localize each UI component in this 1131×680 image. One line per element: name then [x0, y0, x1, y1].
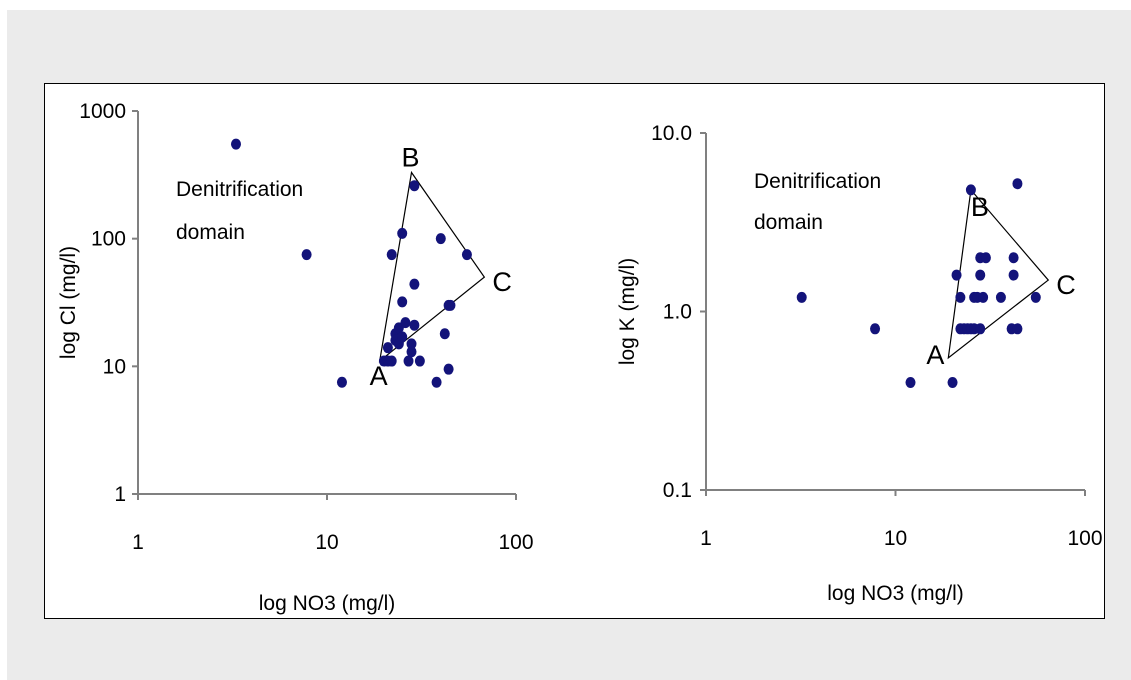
data-point	[995, 291, 1006, 303]
data-point	[406, 338, 417, 350]
data-point	[905, 377, 916, 389]
vertex-label-c: C	[492, 267, 512, 297]
data-point	[1008, 252, 1019, 264]
data-point	[406, 346, 417, 358]
data-point	[397, 227, 408, 239]
x-tick-label: 10	[884, 527, 907, 550]
x-axis-label: log NO3 (mg/l)	[827, 582, 964, 605]
data-point	[386, 355, 397, 367]
data-point	[397, 331, 408, 343]
annotation-text: Denitrification	[754, 170, 881, 193]
annotation-text: domain	[754, 211, 823, 234]
data-point	[947, 377, 958, 389]
vertex-label-a: A	[370, 361, 388, 391]
data-point	[1012, 323, 1023, 335]
data-point	[975, 323, 986, 335]
vertex-label-b: B	[971, 192, 989, 222]
data-point	[445, 299, 456, 311]
data-point	[382, 342, 393, 354]
domain-triangle	[378, 170, 486, 363]
data-point	[870, 323, 881, 335]
data-point	[1012, 178, 1023, 190]
data-point	[301, 249, 312, 261]
figure-frame	[44, 83, 1105, 619]
data-point	[397, 296, 408, 308]
data-point	[409, 180, 420, 192]
y-axis-label: log K (mg/l)	[616, 258, 639, 365]
data-point	[414, 355, 425, 367]
chart-1: 1 10 100 1 10 100 1000 log NO3 (mg/l) log Cl (mg…	[57, 100, 534, 615]
data-point	[975, 269, 986, 281]
data-point	[409, 319, 420, 331]
y-tick-label: 1.0	[663, 301, 692, 324]
x-tick-label: 1	[132, 531, 144, 554]
y-tick-label: 0.1	[663, 479, 692, 502]
data-point	[435, 233, 446, 245]
data-point	[1008, 269, 1019, 281]
y-axis-label: log Cl (mg/l)	[57, 246, 80, 359]
data-point	[409, 278, 420, 290]
vertex-label-c: C	[1056, 270, 1076, 300]
data-point	[336, 376, 347, 388]
data-point	[431, 376, 442, 388]
x-tick-label: 100	[1067, 527, 1102, 550]
vertex-label-a: A	[926, 340, 944, 370]
x-tick-label: 1	[700, 527, 712, 550]
data-point	[951, 269, 962, 281]
y-tick-label: 1000	[79, 100, 126, 123]
data-point	[400, 317, 411, 329]
data-point	[980, 252, 991, 264]
data-point	[386, 249, 397, 261]
data-point	[955, 291, 966, 303]
data-point	[230, 138, 241, 150]
vertex-label-b: B	[402, 142, 420, 172]
y-tick-label: 100	[91, 228, 126, 251]
annotation-text: Denitrification	[176, 178, 303, 201]
y-tick-label: 10.0	[651, 122, 692, 145]
x-tick-label: 10	[315, 531, 338, 554]
data-point	[403, 355, 414, 367]
y-tick-label: 10	[103, 355, 126, 378]
data-point	[978, 291, 989, 303]
data-point	[439, 328, 450, 340]
chart-2: 1 10 100 0.1 1.0 10.0 log NO3 (mg/l) log K (mg/…	[616, 122, 1103, 605]
annotation-text: domain	[176, 221, 245, 244]
data-point	[443, 363, 454, 375]
data-point	[796, 291, 807, 303]
x-tick-label: 100	[498, 531, 533, 554]
y-tick-label: 1	[114, 483, 126, 506]
x-axis-label: log NO3 (mg/l)	[259, 592, 396, 615]
data-point	[1030, 291, 1041, 303]
data-point	[461, 249, 472, 261]
data-point	[965, 184, 976, 196]
